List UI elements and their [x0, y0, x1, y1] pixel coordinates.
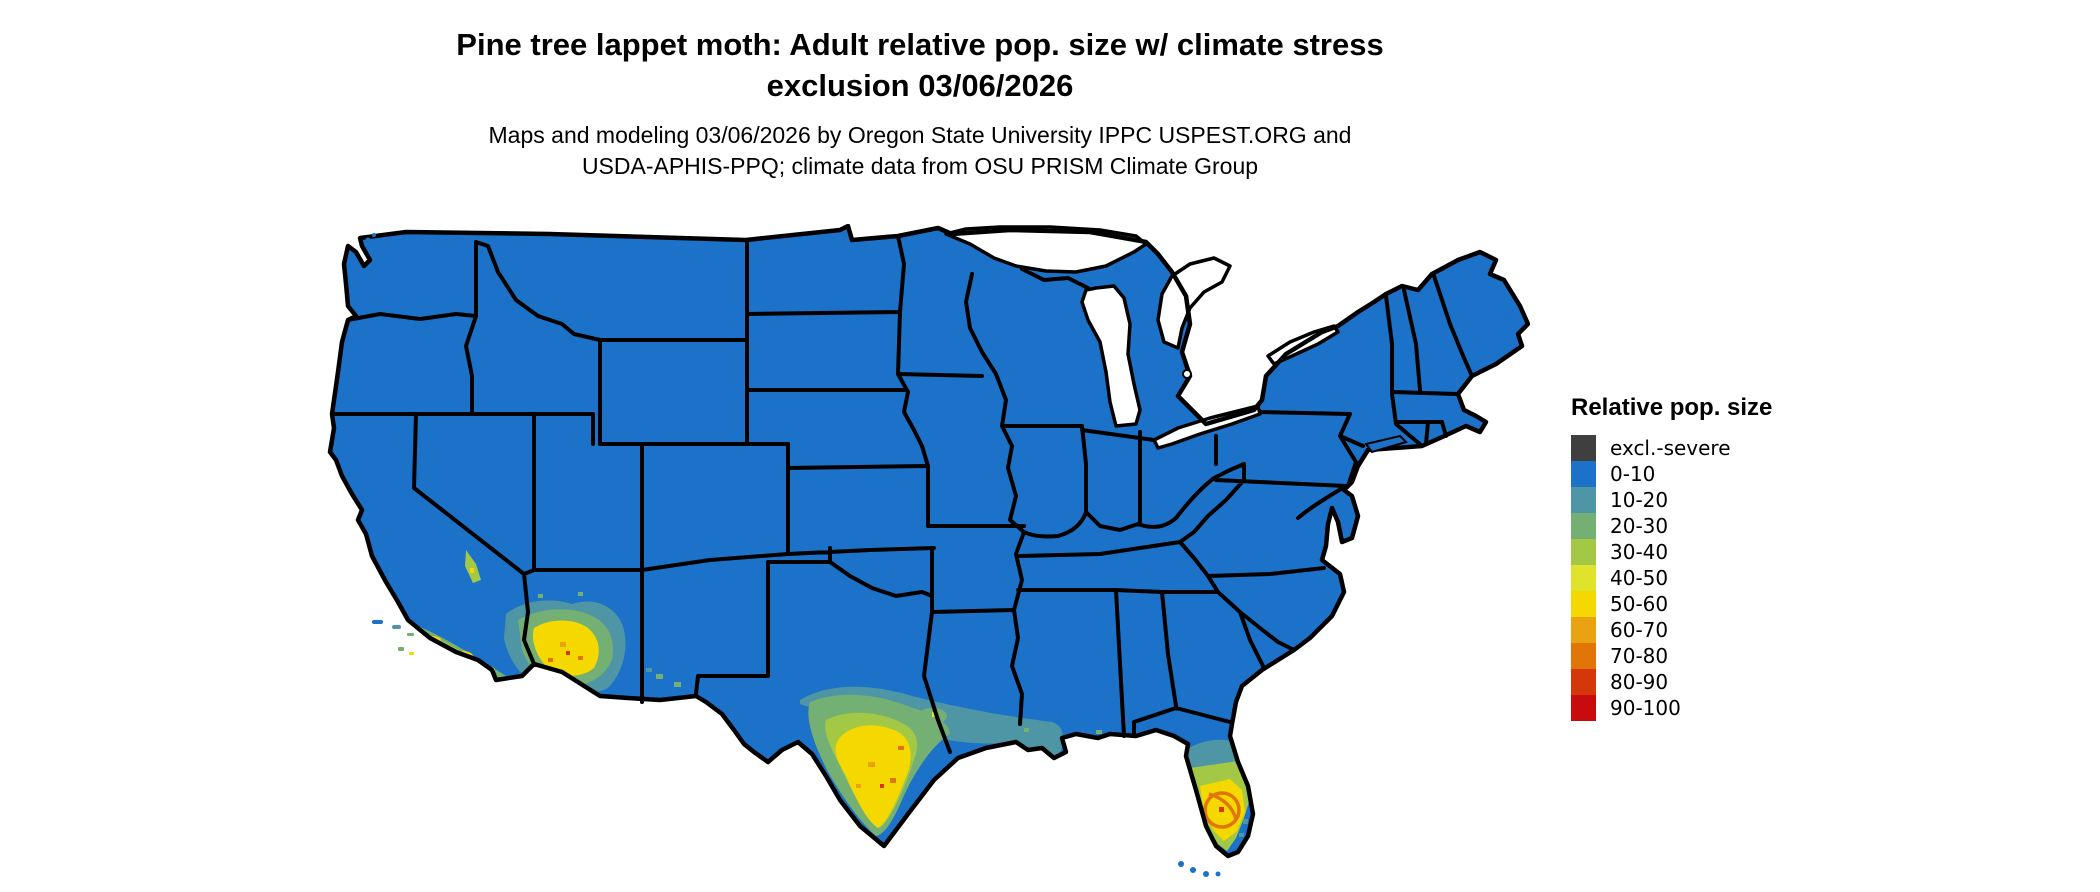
legend-item: 70-80 [1571, 643, 1772, 669]
legend-item: 40-50 [1571, 565, 1772, 591]
legend: Relative pop. size excl.-severe 0-10 10-… [1571, 394, 1772, 721]
legend-swatch [1571, 487, 1596, 513]
title-line-1: Pine tree lappet moth: Adult relative po… [456, 27, 1384, 62]
legend-label: 80-90 [1610, 670, 1669, 694]
legend-swatch [1571, 591, 1596, 617]
legend-item: 30-40 [1571, 539, 1772, 565]
hotspot-snv [465, 550, 481, 583]
legend-swatch [1571, 565, 1596, 591]
lake-superior [944, 225, 1148, 274]
us-map [310, 224, 1530, 884]
legend-label: 70-80 [1610, 644, 1669, 668]
legend-item: 50-60 [1571, 591, 1772, 617]
legend-swatch [1571, 617, 1596, 643]
us-map-svg [327, 224, 1530, 877]
channel-island [398, 647, 404, 651]
maine-islet [1514, 322, 1518, 326]
legend-item: 20-30 [1571, 513, 1772, 539]
legend-label: excl.-severe [1610, 436, 1731, 460]
long-island [1364, 434, 1408, 454]
title-line-2: exclusion 03/06/2026 [766, 68, 1074, 103]
legend-label: 90-100 [1610, 696, 1681, 720]
legend-item: 10-20 [1571, 487, 1772, 513]
legend-title: Relative pop. size [1571, 394, 1773, 421]
legend-swatch [1571, 435, 1596, 461]
legend-swatch [1571, 669, 1596, 695]
legend-label: 30-40 [1610, 540, 1669, 564]
figure-subtitle: Maps and modeling 03/06/2026 by Oregon S… [170, 120, 1670, 182]
legend-label: 60-70 [1610, 618, 1669, 642]
legend-swatch [1571, 461, 1596, 487]
nation-outline [327, 224, 1530, 859]
legend-colorbar: excl.-severe 0-10 10-20 20-30 30-40 40-5… [1571, 435, 1772, 721]
channel-island [409, 652, 414, 655]
puget-islet [365, 237, 371, 243]
hotspot-stx-gulf [800, 686, 1063, 836]
legend-item: 0-10 [1571, 461, 1772, 487]
channel-island [392, 625, 401, 629]
channel-island [407, 633, 414, 636]
florida-key [1190, 867, 1196, 873]
islands [365, 233, 1518, 877]
legend-label: 10-20 [1610, 488, 1669, 512]
legend-swatch [1571, 643, 1596, 669]
florida-key [1178, 861, 1184, 867]
channel-island [372, 620, 383, 624]
legend-item: 90-100 [1571, 695, 1772, 721]
legend-swatch [1571, 513, 1596, 539]
legend-label: 40-50 [1610, 566, 1669, 590]
legend-swatch [1571, 695, 1596, 721]
legend-item: 60-70 [1571, 617, 1772, 643]
hotspot-florida [1186, 739, 1249, 851]
subtitle-line-2: USDA-APHIS-PPQ; climate data from OSU PR… [581, 153, 1259, 179]
legend-label: 0-10 [1610, 462, 1656, 486]
subtitle-line-1: Maps and modeling 03/06/2026 by Oregon S… [488, 122, 1352, 148]
puget-islet [372, 233, 376, 237]
legend-swatch [1571, 539, 1596, 565]
legend-label: 20-30 [1610, 514, 1669, 538]
lake-michigan [1080, 284, 1142, 428]
florida-key [1203, 871, 1209, 877]
lake-st-clair [1182, 369, 1192, 379]
legend-item: excl.-severe [1571, 435, 1772, 461]
maine-islet [1505, 313, 1511, 319]
state-borders [330, 234, 1474, 754]
nation-fill [330, 226, 1528, 856]
figure-title: Pine tree lappet moth: Adult relative po… [170, 24, 1670, 106]
legend-item: 80-90 [1571, 669, 1772, 695]
florida-key [1215, 871, 1221, 877]
legend-label: 50-60 [1610, 592, 1669, 616]
